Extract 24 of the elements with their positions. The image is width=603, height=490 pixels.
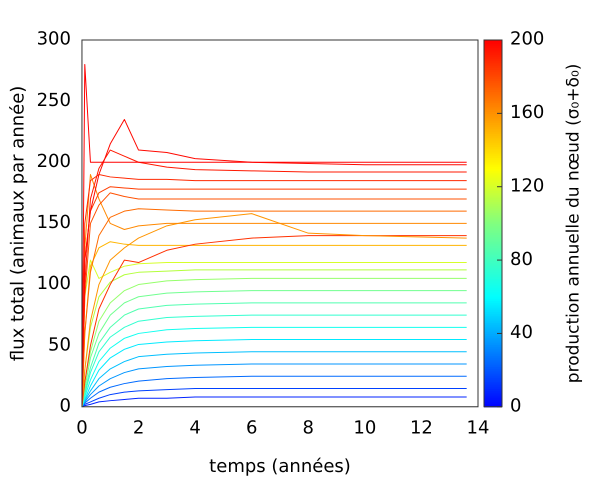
y-tick-label: 300 bbox=[36, 28, 71, 50]
x-tick-label: 14 bbox=[466, 417, 490, 438]
color-bar-label: 200 bbox=[510, 28, 544, 50]
y-tick-label: 200 bbox=[36, 150, 71, 172]
color-bar-label: 0 bbox=[510, 395, 522, 416]
x-tick-label: 6 bbox=[246, 417, 258, 438]
y-tick-label: 150 bbox=[36, 212, 71, 234]
y-tick-label: 100 bbox=[36, 273, 71, 294]
color-bar-label: 120 bbox=[510, 175, 544, 196]
x-tick-label: 2 bbox=[132, 417, 144, 438]
y-axis-title: flux total (animaux par année) bbox=[7, 86, 28, 362]
x-tick-label: 0 bbox=[76, 417, 88, 438]
x-tick-label: 12 bbox=[410, 417, 433, 438]
x-tick-label: 4 bbox=[189, 417, 201, 438]
color-bar-title: production annuelle du nœud (σ₀+δ₀) bbox=[563, 64, 584, 384]
y-tick-label: 50 bbox=[48, 334, 71, 356]
color-bar-label: 80 bbox=[510, 248, 533, 270]
y-tick-label: 250 bbox=[36, 90, 71, 111]
color-bar-label: 160 bbox=[510, 102, 544, 124]
color-bar-label: 40 bbox=[510, 322, 533, 344]
y-tick-label: 0 bbox=[60, 395, 71, 416]
x-axis-title: temps (années) bbox=[209, 456, 351, 477]
x-tick-label: 10 bbox=[353, 417, 376, 438]
x-tick-label: 8 bbox=[302, 417, 314, 438]
